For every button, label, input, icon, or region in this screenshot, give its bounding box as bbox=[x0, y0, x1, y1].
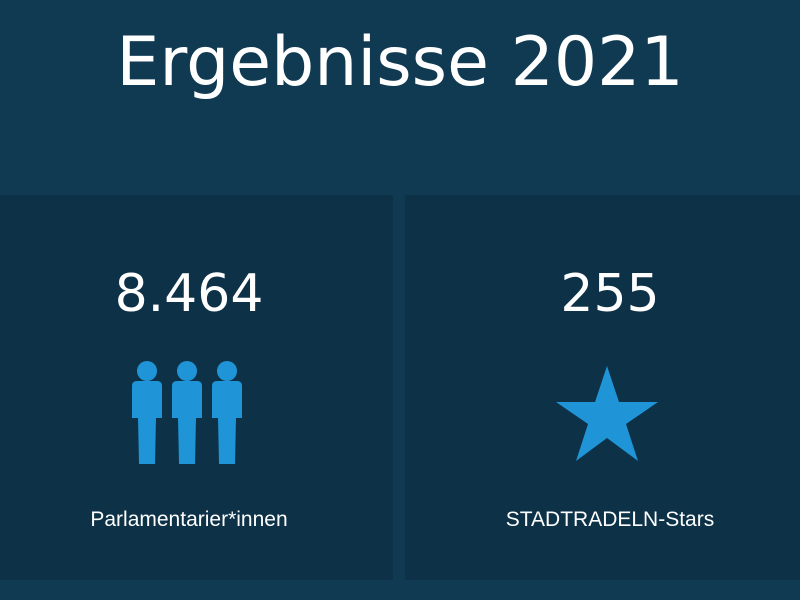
people-icon bbox=[128, 360, 246, 468]
stars-count: 255 bbox=[560, 264, 660, 324]
parliamentarians-label: Parlamentarier*innen bbox=[90, 508, 288, 531]
stars-label: STADTRADELN-Stars bbox=[505, 508, 715, 531]
parliamentarians-count: 8.464 bbox=[114, 264, 264, 324]
page-title: Ergebnisse 2021 bbox=[116, 23, 684, 102]
star-icon bbox=[554, 364, 660, 464]
